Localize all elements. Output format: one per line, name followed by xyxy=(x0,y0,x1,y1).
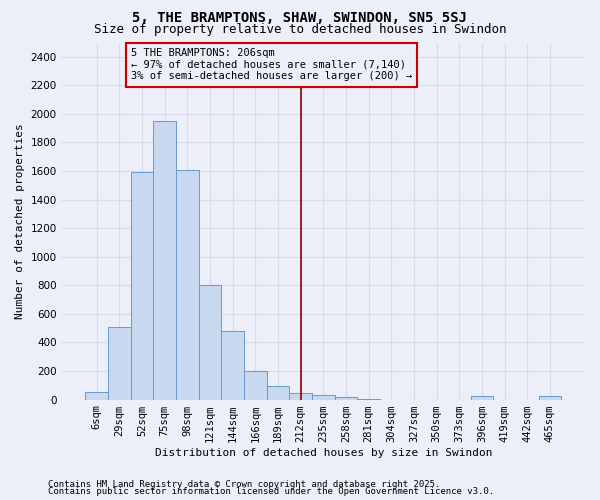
Bar xyxy=(131,172,154,400)
Text: 5 THE BRAMPTONS: 206sqm
← 97% of detached houses are smaller (7,140)
3% of semi-: 5 THE BRAMPTONS: 206sqm ← 97% of detache… xyxy=(131,48,412,82)
Text: Contains public sector information licensed under the Open Government Licence v3: Contains public sector information licen… xyxy=(48,487,494,496)
Bar xyxy=(108,326,131,400)
Y-axis label: Number of detached properties: Number of detached properties xyxy=(15,123,25,319)
Bar xyxy=(312,396,335,400)
Bar xyxy=(289,393,312,400)
Bar xyxy=(335,397,358,400)
Text: Contains HM Land Registry data © Crown copyright and database right 2025.: Contains HM Land Registry data © Crown c… xyxy=(48,480,440,489)
Bar xyxy=(221,331,244,400)
Bar xyxy=(176,170,199,400)
Bar xyxy=(358,399,380,400)
Text: Size of property relative to detached houses in Swindon: Size of property relative to detached ho… xyxy=(94,22,506,36)
Bar xyxy=(199,286,221,400)
Bar xyxy=(154,121,176,400)
Bar xyxy=(244,371,266,400)
Bar xyxy=(470,396,493,400)
Bar xyxy=(539,396,561,400)
X-axis label: Distribution of detached houses by size in Swindon: Distribution of detached houses by size … xyxy=(155,448,492,458)
Text: 5, THE BRAMPTONS, SHAW, SWINDON, SN5 5SJ: 5, THE BRAMPTONS, SHAW, SWINDON, SN5 5SJ xyxy=(133,12,467,26)
Bar xyxy=(85,392,108,400)
Bar xyxy=(266,386,289,400)
